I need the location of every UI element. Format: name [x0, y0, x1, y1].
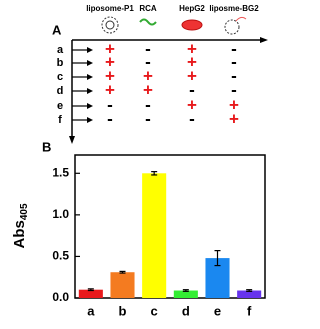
plot-frame — [74, 154, 266, 299]
bar — [237, 290, 262, 298]
row-arrow-head — [87, 60, 93, 66]
x-tick-label: c — [151, 303, 158, 318]
column-header: liposome-P1 — [86, 4, 134, 13]
sign: - — [231, 66, 237, 85]
sign: - — [231, 39, 237, 58]
sign: + — [187, 39, 197, 58]
sign: + — [229, 109, 239, 128]
sign: + — [143, 66, 153, 85]
row-label: e — [57, 100, 63, 112]
column-header: liposme-BG2 — [209, 4, 259, 13]
column-header: RCA — [139, 4, 157, 13]
bar — [173, 290, 198, 298]
row-label: f — [58, 114, 62, 126]
sign: + — [143, 80, 153, 99]
y-label-main: Abs — [11, 220, 28, 248]
sign: + — [105, 52, 115, 71]
sign: - — [107, 109, 113, 128]
y-label-sub: 405 — [19, 203, 30, 220]
bar — [110, 272, 135, 298]
y-tick-label: 0.0 — [52, 290, 69, 304]
y-tick-label: 0.5 — [52, 249, 69, 263]
x-tick-label: e — [214, 303, 221, 318]
row-label: b — [57, 57, 64, 69]
sign: - — [231, 80, 237, 99]
sign: - — [145, 39, 151, 58]
sign: - — [189, 109, 195, 128]
bar — [142, 173, 167, 298]
row-label: c — [57, 71, 63, 83]
row-label: d — [57, 85, 64, 97]
sign: - — [231, 52, 237, 71]
sign: + — [187, 66, 197, 85]
y-tick-label: 1.5 — [52, 165, 69, 179]
panel-label: A — [52, 22, 62, 37]
bar — [78, 289, 103, 298]
sign: - — [145, 52, 151, 71]
row-arrow-head — [87, 117, 93, 123]
y-tick-label: 1.0 — [52, 207, 69, 221]
figure: A B Abs405 liposome-P1 RCA HepG2 liposme-BG… — [11, 4, 268, 318]
sign: - — [189, 80, 195, 99]
row-arrow-head — [87, 47, 93, 53]
column-header: HepG2 — [179, 4, 205, 13]
row-arrow-head — [87, 74, 93, 80]
row-arrow-head — [87, 103, 93, 109]
panel-label: B — [42, 139, 51, 154]
sign: - — [107, 95, 113, 114]
sign: + — [105, 39, 115, 58]
sign: - — [145, 95, 151, 114]
row-label: a — [57, 44, 64, 56]
sign: + — [229, 95, 239, 114]
x-tick-label: a — [87, 303, 95, 318]
axes-a — [69, 37, 268, 144]
icons — [101, 16, 247, 35]
sign: + — [187, 95, 197, 114]
row-arrow-head — [87, 88, 93, 94]
x-tick-label: d — [182, 303, 190, 318]
x-tick-label: b — [119, 303, 127, 318]
sign: + — [105, 80, 115, 99]
x-tick-label: f — [247, 303, 252, 318]
y-axis-label: Abs405 — [11, 203, 30, 248]
sign: + — [105, 66, 115, 85]
sign: + — [187, 52, 197, 71]
sign: - — [145, 109, 151, 128]
